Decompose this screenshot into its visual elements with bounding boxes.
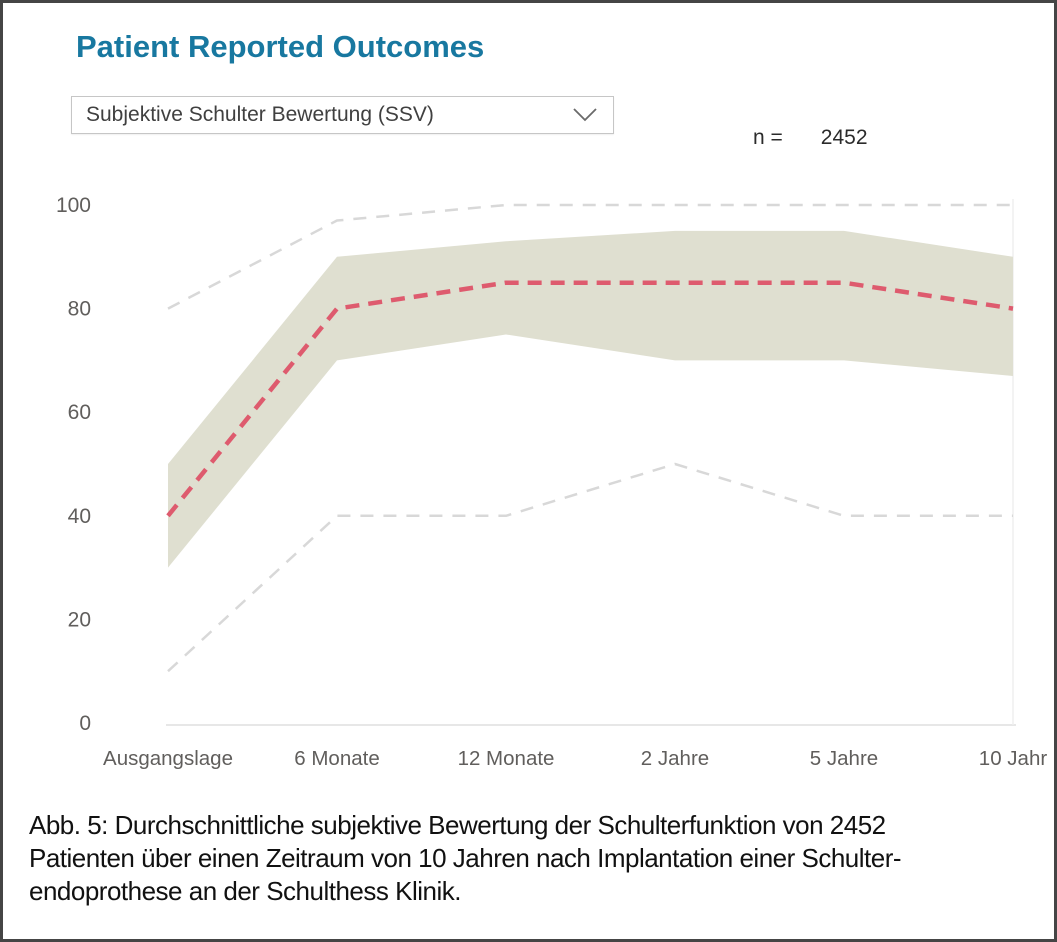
caption-line: endoprothese an der Schulthess Klinik. — [29, 876, 461, 906]
caption-line: Patienten über einen Zeitraum von 10 Jah… — [29, 843, 902, 873]
y-axis-tick-label: 20 — [68, 608, 91, 631]
lower-range-line — [167, 462, 1013, 673]
y-axis-tick-label: 60 — [68, 401, 91, 424]
y-axis-tick-label: 0 — [79, 712, 91, 735]
outcome-measure-dropdown[interactable]: Subjektive Schulter Bewertung (SSV) — [71, 96, 614, 134]
interquartile-band — [168, 230, 1013, 568]
upper-range-line — [167, 203, 1013, 310]
figure-caption: Abb. 5: Durchschnittliche subjektive Bew… — [29, 809, 902, 908]
x-axis-category-label: 5 Jahre — [810, 747, 878, 770]
y-axis-tick-label: 80 — [68, 298, 91, 321]
x-axis-category-label: Ausgangslage — [103, 747, 233, 770]
mean-line — [166, 280, 1014, 518]
x-axis-category-label: 2 Jahre — [641, 747, 709, 770]
x-axis-category-label: 6 Monate — [294, 747, 379, 770]
x-axis-category-label: 10 Jahr — [979, 747, 1048, 770]
page-title: Patient Reported Outcomes — [76, 29, 485, 64]
sample-size: n = 2452 — [753, 126, 868, 150]
y-axis-tick-label: 40 — [68, 505, 91, 528]
dropdown-selected-value: Subjektive Schulter Bewertung (SSV) — [86, 103, 434, 126]
caption-line: Abb. 5: Durchschnittliche subjektive Bew… — [29, 810, 886, 840]
sample-size-label: n = — [753, 126, 783, 149]
x-axis-category-label: 12 Monate — [458, 747, 555, 770]
y-axis-tick-label: 100 — [56, 194, 91, 217]
sample-size-value: 2452 — [820, 126, 868, 149]
chevron-down-icon — [573, 108, 597, 122]
